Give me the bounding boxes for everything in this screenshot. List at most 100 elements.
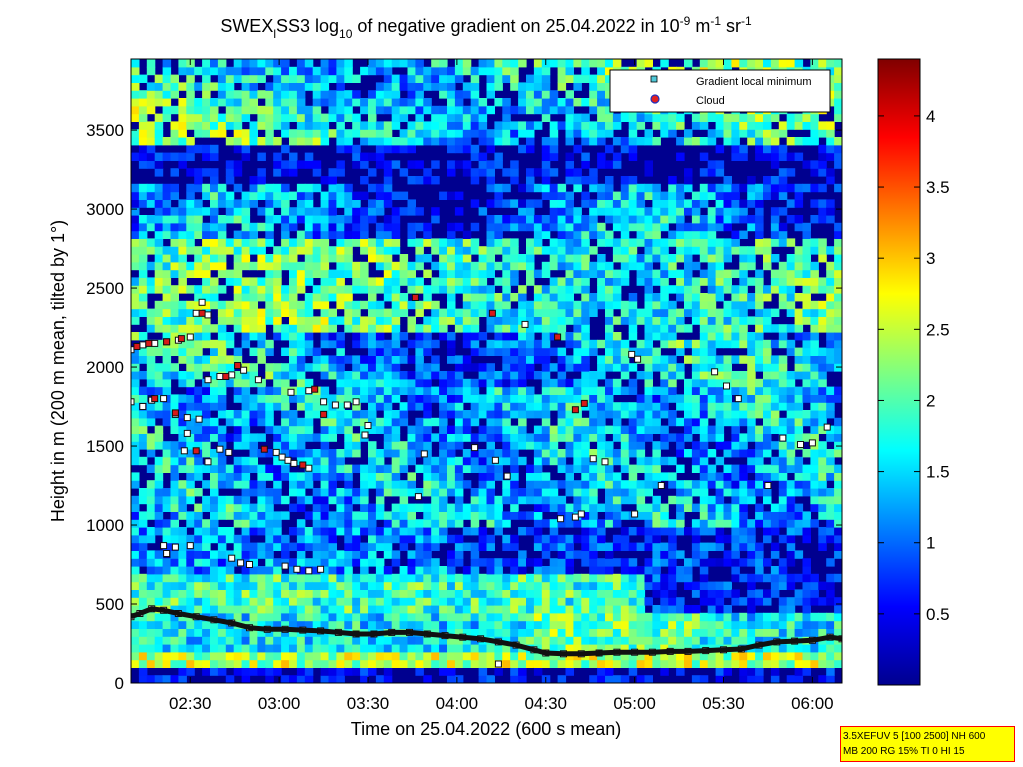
heatmap-cell <box>541 324 551 333</box>
heatmap-cell <box>336 339 345 349</box>
heatmap-cell <box>281 449 290 458</box>
heatmap-cell <box>289 269 298 278</box>
heatmap-cell <box>154 558 164 567</box>
heatmap-cell <box>320 441 330 450</box>
heatmap-cell <box>281 433 290 442</box>
heatmap-cell <box>644 433 653 442</box>
heatmap-cell <box>502 293 511 302</box>
heatmap-cell <box>644 612 653 622</box>
heatmap-cell <box>415 386 424 395</box>
heatmap-cell <box>296 425 306 434</box>
heatmap-cell <box>447 168 456 177</box>
heatmap-cell <box>273 558 282 567</box>
heatmap-cell <box>423 105 432 115</box>
heatmap-cell <box>660 261 669 271</box>
heatmap-cell <box>131 503 140 512</box>
heatmap-cell <box>336 620 345 629</box>
heatmap-cell <box>194 488 203 497</box>
heatmap-cell <box>723 589 732 598</box>
heatmap-cell <box>431 433 440 442</box>
heatmap-cell <box>249 363 258 372</box>
heatmap-cell <box>518 324 527 333</box>
heatmap-cell <box>431 355 440 364</box>
heatmap-cell <box>707 449 717 458</box>
heatmap-cell <box>186 644 195 653</box>
heatmap-cell <box>494 425 503 434</box>
heatmap-cell <box>273 620 282 629</box>
heatmap-cell <box>138 433 148 442</box>
heatmap-cell <box>233 433 243 442</box>
heatmap-cell <box>178 402 187 411</box>
heatmap-cell <box>447 441 456 450</box>
heatmap-cell <box>320 433 330 442</box>
heatmap-cell <box>676 620 685 629</box>
heatmap-cell <box>265 183 274 193</box>
heatmap-cell <box>502 246 511 255</box>
heatmap-cell <box>194 347 203 356</box>
heatmap-cell <box>391 589 401 598</box>
heatmap-cell <box>739 59 748 68</box>
heatmap-cell <box>589 472 598 481</box>
heatmap-cell <box>344 59 353 68</box>
heatmap-cell <box>202 332 211 341</box>
heatmap-cell <box>723 449 732 458</box>
heatmap-cell <box>731 511 740 520</box>
heatmap-cell <box>154 207 164 216</box>
heatmap-cell <box>557 550 567 559</box>
heatmap-cell <box>304 191 314 200</box>
heatmap-cell <box>715 410 725 419</box>
heatmap-cell <box>296 66 306 76</box>
heatmap-cell <box>375 355 385 364</box>
heatmap-cell <box>644 542 653 551</box>
heatmap-cell <box>375 620 385 629</box>
heatmap-cell <box>676 199 685 208</box>
heatmap-cell <box>162 191 172 200</box>
heatmap-cell <box>344 425 353 434</box>
heatmap-cell <box>249 644 258 653</box>
heatmap-cell <box>162 363 172 372</box>
heatmap-cell <box>715 542 725 551</box>
heatmap-cell <box>541 456 551 466</box>
heatmap-cell <box>225 378 235 388</box>
heatmap-cell <box>628 176 638 185</box>
heatmap-cell <box>186 558 195 567</box>
heatmap-cell <box>723 659 732 668</box>
heatmap-cell <box>644 238 653 247</box>
heatmap-cell <box>312 347 322 356</box>
heatmap-cell <box>281 636 290 645</box>
heatmap-cell <box>644 620 653 629</box>
heatmap-cell <box>296 215 306 224</box>
heatmap-cell <box>541 534 551 544</box>
heatmap-cell <box>368 98 377 107</box>
heatmap-cell <box>518 293 527 302</box>
heatmap-cell <box>217 441 227 450</box>
heatmap-cell <box>241 644 251 653</box>
heatmap-cell <box>146 386 156 395</box>
heatmap-cell <box>352 644 361 653</box>
heatmap-cell <box>407 160 416 169</box>
heatmap-cell <box>739 183 748 193</box>
heatmap-cell <box>281 386 290 395</box>
heatmap-cell <box>344 394 353 403</box>
heatmap-cell <box>691 386 701 395</box>
heatmap-cell <box>573 597 582 606</box>
heatmap-cell <box>415 503 424 512</box>
heatmap-cell <box>368 558 377 567</box>
heatmap-cell <box>162 597 172 606</box>
heatmap-cell <box>210 589 219 598</box>
heatmap-cell <box>620 402 630 411</box>
heatmap-cell <box>644 659 653 668</box>
heatmap-cell <box>360 488 369 497</box>
heatmap-cell <box>541 191 551 200</box>
heatmap-cell <box>178 612 187 622</box>
heatmap-cell <box>597 230 606 239</box>
heatmap-cell <box>194 82 203 91</box>
heatmap-cell <box>557 355 567 364</box>
heatmap-cell <box>565 378 574 388</box>
heatmap-cell <box>620 488 630 497</box>
heatmap-cell <box>312 410 322 419</box>
heatmap-cell <box>494 558 503 567</box>
heatmap-cell <box>644 215 653 224</box>
heatmap-cell <box>407 573 416 583</box>
heatmap-cell <box>533 503 543 512</box>
